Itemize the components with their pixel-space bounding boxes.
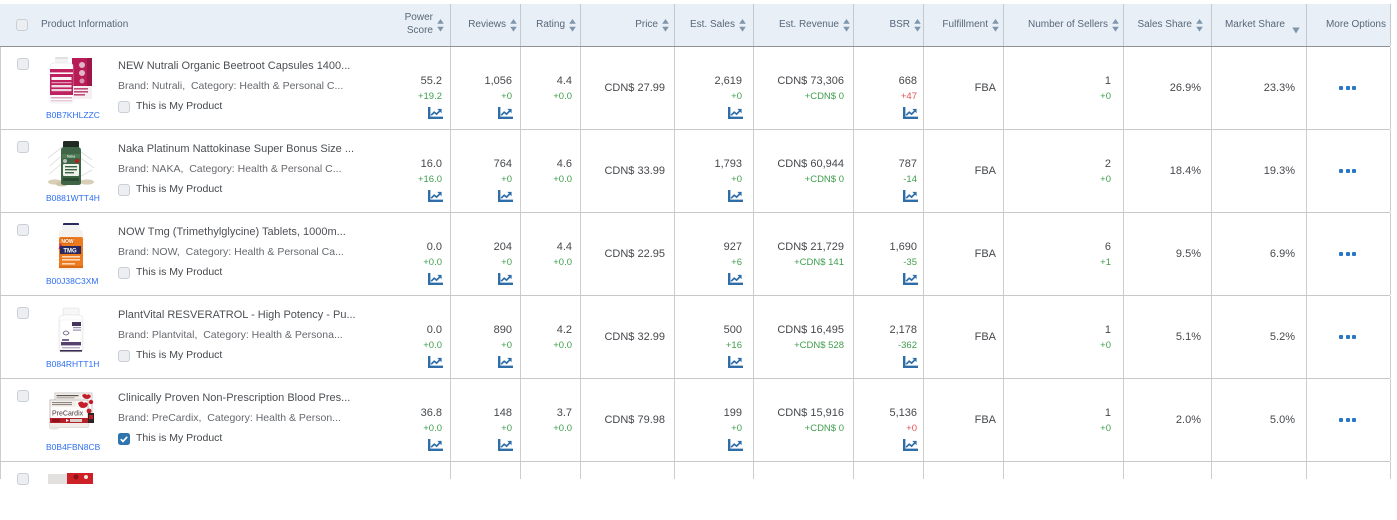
svg-text:PreCardix: PreCardix (52, 411, 84, 418)
svg-text:TMG: TMG (63, 249, 77, 255)
svg-text:Naka: Naka (67, 155, 75, 159)
svg-text:NOW: NOW (61, 239, 74, 245)
